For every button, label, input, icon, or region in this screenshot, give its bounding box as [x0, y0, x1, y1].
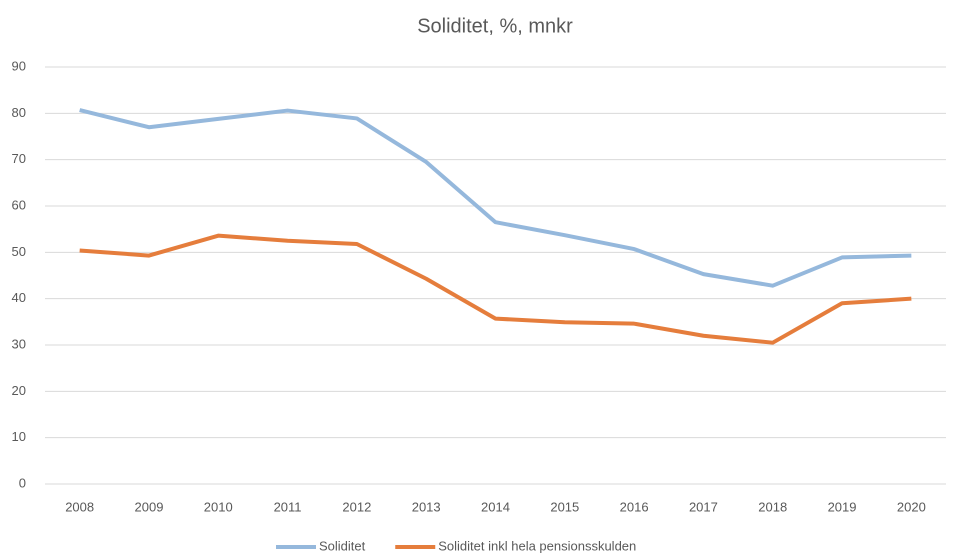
x-tick-label: 2013 — [412, 499, 441, 514]
legend-label: Soliditet inkl hela pensionsskulden — [438, 538, 636, 553]
y-tick-label: 90 — [12, 58, 26, 73]
chart-title: Soliditet, %, mnkr — [417, 15, 573, 37]
x-tick-label: 2016 — [620, 499, 649, 514]
x-tick-label: 2009 — [135, 499, 164, 514]
line-series — [79, 233, 912, 345]
x-tick-label: 2018 — [758, 499, 787, 514]
legend-label: Soliditet — [319, 538, 366, 553]
y-tick-label: 50 — [12, 244, 26, 259]
x-tick-label: 2011 — [274, 499, 302, 514]
y-tick-label: 70 — [12, 151, 26, 166]
y-tick-label: 30 — [12, 336, 26, 351]
y-tick-label: 80 — [12, 105, 26, 120]
x-tick-label: 2010 — [204, 499, 233, 514]
y-tick-label: 10 — [12, 429, 26, 444]
y-tick-label: 60 — [12, 197, 26, 212]
x-tick-label: 2008 — [65, 499, 94, 514]
x-tick-label: 2020 — [897, 499, 926, 514]
x-tick-label: 2014 — [481, 499, 510, 514]
y-tick-label: 40 — [12, 290, 26, 305]
y-tick-label: 0 — [19, 475, 26, 490]
y-tick-label: 20 — [12, 383, 26, 398]
line-series — [79, 108, 912, 288]
x-tick-label: 2012 — [342, 499, 371, 514]
x-tick-label: 2017 — [689, 499, 718, 514]
x-tick-label: 2019 — [828, 499, 857, 514]
x-tick-label: 2015 — [550, 499, 579, 514]
